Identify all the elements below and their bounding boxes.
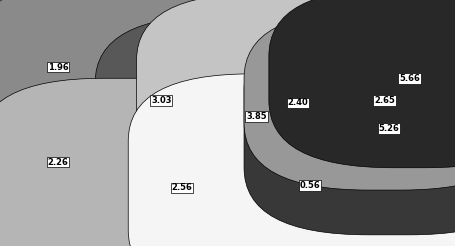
Text: 2.40: 2.40: [288, 98, 308, 107]
Text: 1.96: 1.96: [47, 62, 68, 72]
FancyBboxPatch shape: [128, 74, 455, 246]
Text: 5.26: 5.26: [379, 124, 399, 133]
FancyBboxPatch shape: [95, 16, 418, 217]
Text: 5.66: 5.66: [399, 74, 420, 83]
Text: 3.85: 3.85: [246, 112, 267, 121]
FancyBboxPatch shape: [0, 78, 384, 246]
FancyBboxPatch shape: [0, 0, 344, 224]
FancyBboxPatch shape: [269, 0, 455, 168]
FancyBboxPatch shape: [244, 11, 455, 190]
FancyBboxPatch shape: [244, 22, 455, 235]
FancyBboxPatch shape: [136, 0, 455, 213]
Text: 2.26: 2.26: [47, 158, 68, 167]
FancyBboxPatch shape: [0, 45, 228, 246]
Text: 2.65: 2.65: [374, 96, 395, 105]
Text: 2.56: 2.56: [172, 183, 192, 192]
Text: 3.03: 3.03: [151, 96, 172, 105]
Text: 0.56: 0.56: [300, 181, 321, 190]
FancyBboxPatch shape: [0, 0, 228, 179]
